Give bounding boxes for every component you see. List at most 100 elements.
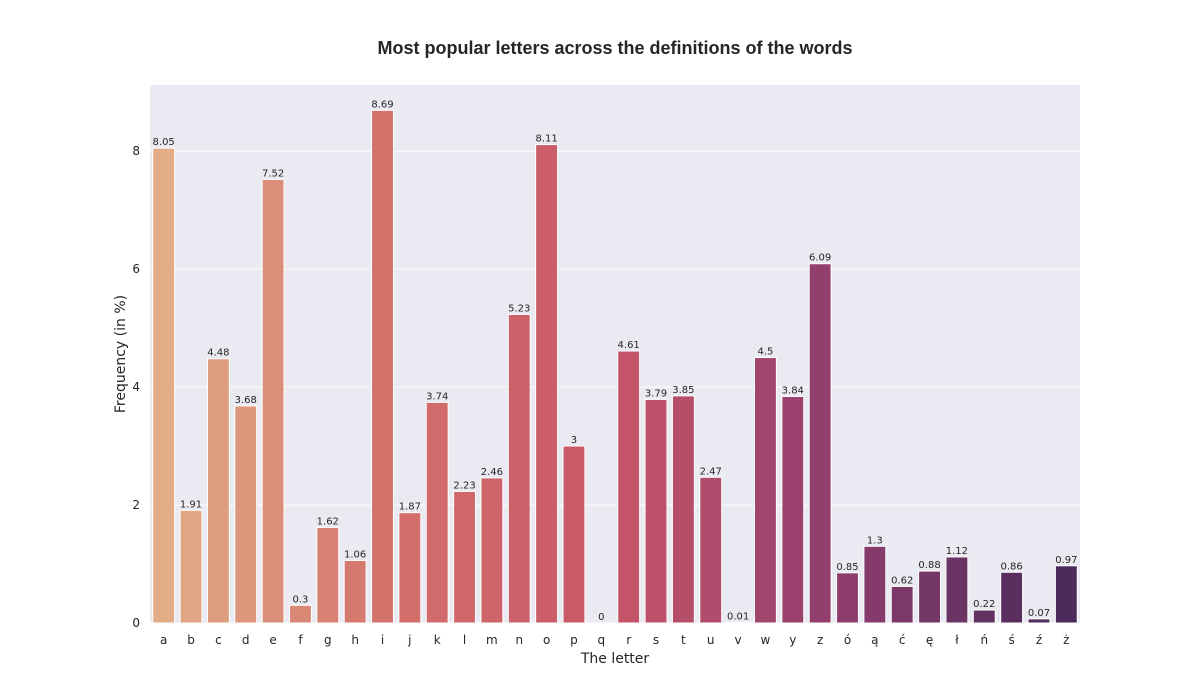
bar-i bbox=[371, 109, 394, 624]
data-label-t: 3.85 bbox=[672, 385, 694, 396]
y-tick-label: 4 bbox=[132, 380, 140, 394]
x-tick-label-t: t bbox=[681, 633, 686, 647]
bar-n bbox=[507, 313, 531, 624]
bar-p bbox=[562, 445, 586, 624]
data-label-f: 0.3 bbox=[292, 594, 308, 605]
y-tick-label: 2 bbox=[132, 498, 140, 512]
bar-u bbox=[699, 476, 723, 624]
bar-c bbox=[206, 358, 230, 624]
x-tick-label-ł: ł bbox=[955, 633, 959, 647]
x-tick-label-z: z bbox=[817, 633, 823, 647]
x-tick-label-ó: ó bbox=[844, 633, 851, 647]
bar-t bbox=[671, 395, 695, 624]
bar-s bbox=[644, 398, 668, 624]
y-tick-label: 0 bbox=[132, 616, 140, 630]
data-label-z: 6.09 bbox=[809, 253, 831, 264]
x-tick-label-a: a bbox=[160, 633, 167, 647]
x-tick-label-ę: ę bbox=[926, 633, 933, 647]
bar-ą bbox=[863, 545, 887, 624]
data-label-d: 3.68 bbox=[235, 395, 257, 406]
data-label-a: 8.05 bbox=[153, 137, 175, 148]
x-tick-label-o: o bbox=[543, 633, 550, 647]
x-tick-label-f: f bbox=[298, 633, 303, 647]
bar-ź bbox=[1027, 618, 1051, 624]
x-tick-label-p: p bbox=[570, 633, 578, 647]
x-tick-label-ź: ź bbox=[1036, 633, 1042, 647]
data-label-ź: 0.07 bbox=[1028, 608, 1050, 619]
y-tick-label: 6 bbox=[132, 262, 140, 276]
bar-e bbox=[261, 178, 285, 624]
bar-ż bbox=[1054, 565, 1078, 624]
x-tick-label-j: j bbox=[407, 633, 411, 647]
bar-m bbox=[480, 477, 504, 624]
chart-title: Most popular letters across the definiti… bbox=[377, 38, 852, 58]
x-tick-label-v: v bbox=[735, 633, 742, 647]
plot-area bbox=[150, 85, 1080, 623]
bar-ś bbox=[1000, 571, 1024, 624]
x-tick-label-k: k bbox=[434, 633, 441, 647]
data-labels: 8.05 1.91 4.48 3.68 7.52 0.3 1.62 1.06 8.69 1.87 3… bbox=[153, 99, 1078, 623]
x-tick-label-r: r bbox=[626, 633, 631, 647]
bar-ć bbox=[890, 585, 914, 624]
x-tick-label-h: h bbox=[351, 633, 359, 647]
x-tick-label-ć: ć bbox=[899, 633, 906, 647]
x-tick-label-w: w bbox=[761, 633, 771, 647]
data-label-m: 2.46 bbox=[481, 467, 503, 478]
data-label-ł: 1.12 bbox=[946, 546, 968, 557]
bar-w bbox=[754, 357, 777, 624]
bar-y bbox=[781, 395, 805, 624]
x-tick-label-ś: ś bbox=[1008, 633, 1014, 647]
x-axis-label: The letter bbox=[580, 651, 650, 667]
x-tick-label-y: y bbox=[789, 633, 796, 647]
data-label-r: 4.61 bbox=[618, 340, 640, 351]
data-label-v: 0.01 bbox=[727, 611, 749, 622]
y-axis-ticks: 0 2 4 6 8 bbox=[132, 144, 140, 630]
bar-z bbox=[808, 263, 832, 624]
bar-ę bbox=[918, 570, 942, 624]
bar-j bbox=[398, 512, 422, 624]
data-label-ć: 0.62 bbox=[891, 575, 913, 586]
x-tick-label-u: u bbox=[707, 633, 715, 647]
bars bbox=[152, 109, 1078, 624]
bar-b bbox=[179, 509, 203, 624]
data-label-k: 3.74 bbox=[426, 391, 448, 402]
data-label-ś: 0.86 bbox=[1000, 561, 1022, 572]
data-label-u: 2.47 bbox=[700, 466, 722, 477]
x-tick-label-ą: ą bbox=[871, 633, 878, 647]
x-tick-label-m: m bbox=[486, 633, 498, 647]
data-label-ż: 0.97 bbox=[1055, 555, 1077, 566]
x-tick-label-n: n bbox=[515, 633, 523, 647]
bar-k bbox=[425, 401, 449, 624]
bar-r bbox=[617, 350, 641, 624]
data-label-ń: 0.22 bbox=[973, 599, 995, 610]
x-tick-label-s: s bbox=[653, 633, 659, 647]
data-label-b: 1.91 bbox=[180, 499, 202, 510]
y-axis-label: Frequency (in %) bbox=[113, 295, 129, 413]
x-tick-label-d: d bbox=[242, 633, 250, 647]
data-label-e: 7.52 bbox=[262, 168, 284, 179]
bar-ń bbox=[972, 609, 996, 624]
data-label-y: 3.84 bbox=[782, 385, 804, 396]
x-tick-label-e: e bbox=[269, 633, 276, 647]
x-tick-label-i: i bbox=[381, 633, 384, 647]
x-tick-label-g: g bbox=[324, 633, 332, 647]
x-tick-label-l: l bbox=[463, 633, 466, 647]
data-label-l: 2.23 bbox=[453, 480, 475, 491]
bar-ó bbox=[836, 572, 859, 624]
data-label-ą: 1.3 bbox=[867, 535, 883, 546]
data-label-ó: 0.85 bbox=[836, 562, 858, 573]
data-label-i: 8.69 bbox=[371, 99, 393, 110]
x-tick-label-ń: ń bbox=[980, 633, 988, 647]
data-label-h: 1.06 bbox=[344, 549, 366, 560]
bar-h bbox=[343, 559, 367, 624]
data-label-w: 4.5 bbox=[757, 347, 773, 358]
bar-a bbox=[152, 147, 176, 624]
data-label-ę: 0.88 bbox=[918, 560, 940, 571]
bar-f bbox=[289, 604, 312, 624]
data-label-o: 8.11 bbox=[535, 134, 557, 145]
data-label-q: 0 bbox=[598, 612, 604, 623]
x-tick-label-c: c bbox=[215, 633, 222, 647]
x-tick-label-q: q bbox=[598, 633, 606, 647]
